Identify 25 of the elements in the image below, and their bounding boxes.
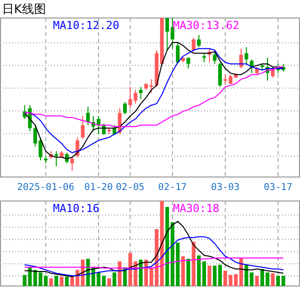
bar (65, 276, 69, 286)
x-tick-label: 02-05 (116, 182, 145, 193)
bar (208, 266, 212, 286)
x-tick-label: 2025-01-06 (17, 182, 75, 193)
bar (250, 272, 254, 286)
bar (60, 276, 64, 286)
text: MA10:12.20 (53, 19, 120, 32)
bar (181, 256, 185, 286)
bar (54, 276, 58, 286)
x-tick-label: 03-03 (210, 182, 240, 193)
bar (112, 272, 116, 286)
bar (255, 276, 259, 286)
text: MA30:18 (173, 202, 220, 215)
chart-title: 日K线图 (2, 2, 46, 16)
text: MA10:16 (53, 202, 100, 215)
bar (197, 255, 201, 286)
x-tick-label: 01-20 (84, 182, 114, 193)
x-tick-label: 03-17 (264, 182, 292, 193)
bar (202, 261, 206, 286)
x-tick-label: 02-17 (158, 182, 187, 193)
bar (49, 278, 53, 286)
bar (270, 273, 275, 286)
text: MA30:13.62 (173, 19, 240, 32)
bar (186, 258, 190, 286)
bar (107, 278, 111, 286)
